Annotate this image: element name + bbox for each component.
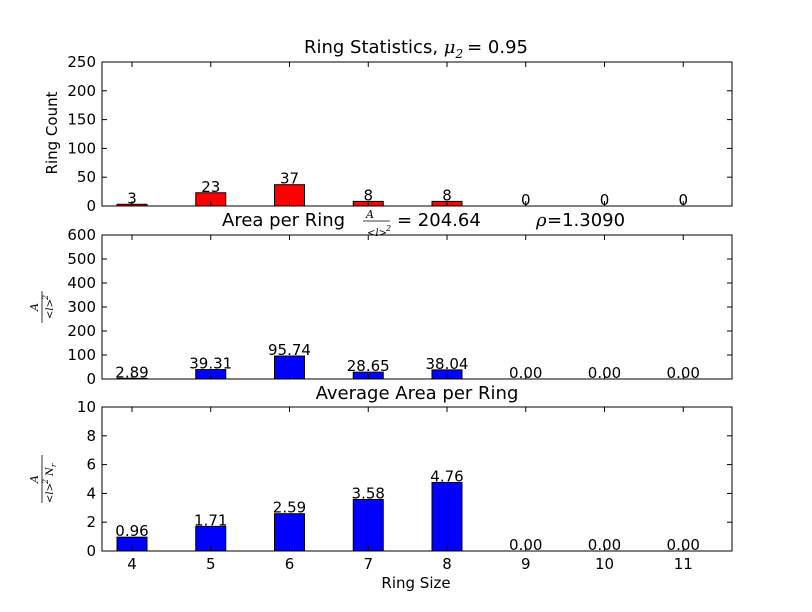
svg-text:<l>: <l> bbox=[45, 299, 56, 319]
data-label: 28.65 bbox=[347, 357, 390, 375]
y-tick-label: 250 bbox=[67, 53, 96, 71]
x-tick-label: 6 bbox=[285, 555, 295, 573]
svg-text:r: r bbox=[50, 463, 58, 467]
x-tick-label: 10 bbox=[595, 555, 614, 573]
y-tick-label: 10 bbox=[77, 398, 96, 416]
panel3-title: Average Area per Ring bbox=[316, 383, 519, 404]
y-tick-label: 100 bbox=[67, 346, 96, 364]
x-tick-label: 8 bbox=[442, 555, 452, 573]
svg-text:= 204.64: = 204.64 bbox=[397, 210, 481, 231]
svg-text:ρ: ρ bbox=[535, 210, 547, 231]
x-tick-label: 5 bbox=[206, 555, 216, 573]
y-tick-label: 500 bbox=[67, 250, 96, 268]
svg-text:<l>: <l> bbox=[45, 483, 56, 503]
data-label: 0.00 bbox=[509, 536, 542, 554]
panel3-axes-frame bbox=[101, 406, 733, 552]
panel3-ylabel: A <l> 2 N r bbox=[28, 455, 58, 503]
y-tick-label: 6 bbox=[86, 456, 96, 474]
data-label: 0 bbox=[678, 191, 688, 209]
svg-text:<l>: <l> bbox=[367, 228, 387, 239]
y-tick-label: 200 bbox=[67, 322, 96, 340]
y-tick-label: 600 bbox=[67, 226, 96, 244]
data-label: 37 bbox=[280, 170, 299, 188]
panel1-y-ticks: 0 50 100 150 200 250 bbox=[67, 53, 732, 215]
data-label: 0.00 bbox=[667, 536, 700, 554]
data-label: 8 bbox=[363, 186, 373, 204]
svg-text:A: A bbox=[28, 475, 41, 484]
x-tick-label: 9 bbox=[521, 555, 531, 573]
panel3-xlabel: Ring Size bbox=[381, 574, 450, 592]
data-label: 2.59 bbox=[273, 499, 306, 517]
y-tick-label: 300 bbox=[67, 298, 96, 316]
panel3-bars bbox=[116, 407, 684, 552]
panel-area-per-ring: Area per Ring A <l> 2 = 204.64 ρ =1.3090… bbox=[28, 208, 733, 388]
data-label: 38.04 bbox=[426, 355, 469, 373]
y-tick-label: 100 bbox=[67, 139, 96, 157]
panel2-title: Area per Ring A <l> 2 = 204.64 ρ =1.3090 bbox=[222, 208, 625, 239]
y-tick-label: 2 bbox=[86, 513, 96, 531]
data-label: 0.00 bbox=[667, 364, 700, 382]
svg-text:2: 2 bbox=[385, 224, 391, 233]
panel3-data-labels: 0.96 1.71 2.59 3.58 4.76 0.00 0.00 0.00 bbox=[115, 467, 700, 554]
x-tick-label: 4 bbox=[127, 555, 137, 573]
data-label: 0.96 bbox=[115, 522, 148, 540]
y-tick-label: 8 bbox=[86, 427, 96, 445]
data-label: 3.58 bbox=[352, 484, 385, 502]
svg-text:Area per Ring: Area per Ring bbox=[222, 210, 345, 231]
y-tick-label: 0 bbox=[86, 370, 96, 388]
y-tick-label: 0 bbox=[86, 542, 96, 560]
panel2-ylabel: A <l> 2 bbox=[28, 291, 56, 323]
panel3-x-ticks: 4 5 6 7 8 9 10 11 bbox=[127, 555, 693, 573]
data-label: 39.31 bbox=[189, 355, 232, 373]
bar bbox=[352, 498, 384, 552]
y-tick-label: 400 bbox=[67, 274, 96, 292]
panel2-axes-frame bbox=[101, 234, 733, 380]
panel1-data-labels: 3 23 37 8 8 0 0 0 bbox=[127, 170, 688, 209]
data-label: 95.74 bbox=[268, 341, 311, 359]
panel2-data-labels: 2.89 39.31 95.74 28.65 38.04 0.00 0.00 0.00 bbox=[115, 341, 700, 382]
x-tick-label: 7 bbox=[363, 555, 373, 573]
y-tick-label: 200 bbox=[67, 82, 96, 100]
data-label: 1.71 bbox=[194, 511, 227, 529]
svg-text:A: A bbox=[365, 208, 374, 221]
y-tick-label: 4 bbox=[86, 484, 96, 502]
panel-average-area-per-ring: Average Area per Ring A <l> 2 N r 0 2 4 6 8 1… bbox=[28, 383, 733, 592]
data-label: 0.00 bbox=[509, 364, 542, 382]
panel1-ylabel: Ring Count bbox=[43, 91, 61, 174]
bar bbox=[431, 481, 463, 552]
svg-text:=1.3090: =1.3090 bbox=[547, 210, 625, 231]
data-label: 4.76 bbox=[430, 467, 463, 485]
svg-text:2: 2 bbox=[41, 295, 50, 301]
y-tick-label: 0 bbox=[86, 197, 96, 215]
panel2-bars bbox=[116, 235, 684, 380]
data-label: 0.00 bbox=[588, 536, 621, 554]
panel1-axes-frame bbox=[101, 61, 733, 207]
panel1-title: Ring Statistics, μ2 = 0.95 bbox=[304, 37, 528, 61]
data-label: 3 bbox=[127, 189, 137, 207]
data-label: 0 bbox=[521, 191, 531, 209]
panel3-y-ticks: 0 2 4 6 8 10 bbox=[77, 398, 732, 560]
bar bbox=[274, 513, 305, 552]
data-label: 8 bbox=[442, 186, 452, 204]
data-label: 0.00 bbox=[588, 364, 621, 382]
y-tick-label: 150 bbox=[67, 111, 96, 129]
data-label: 0 bbox=[600, 191, 610, 209]
panel2-y-ticks: 0 100 200 300 400 500 600 bbox=[67, 226, 732, 388]
y-tick-label: 50 bbox=[77, 168, 96, 186]
svg-text:2: 2 bbox=[41, 479, 50, 485]
data-label: 23 bbox=[201, 178, 220, 196]
data-label: 2.89 bbox=[115, 363, 148, 381]
svg-text:A: A bbox=[28, 303, 41, 312]
svg-text:N: N bbox=[45, 466, 56, 477]
x-tick-label: 11 bbox=[674, 555, 693, 573]
panel-ring-statistics: Ring Statistics, μ2 = 0.95 Ring Count 0 50… bbox=[43, 37, 733, 215]
